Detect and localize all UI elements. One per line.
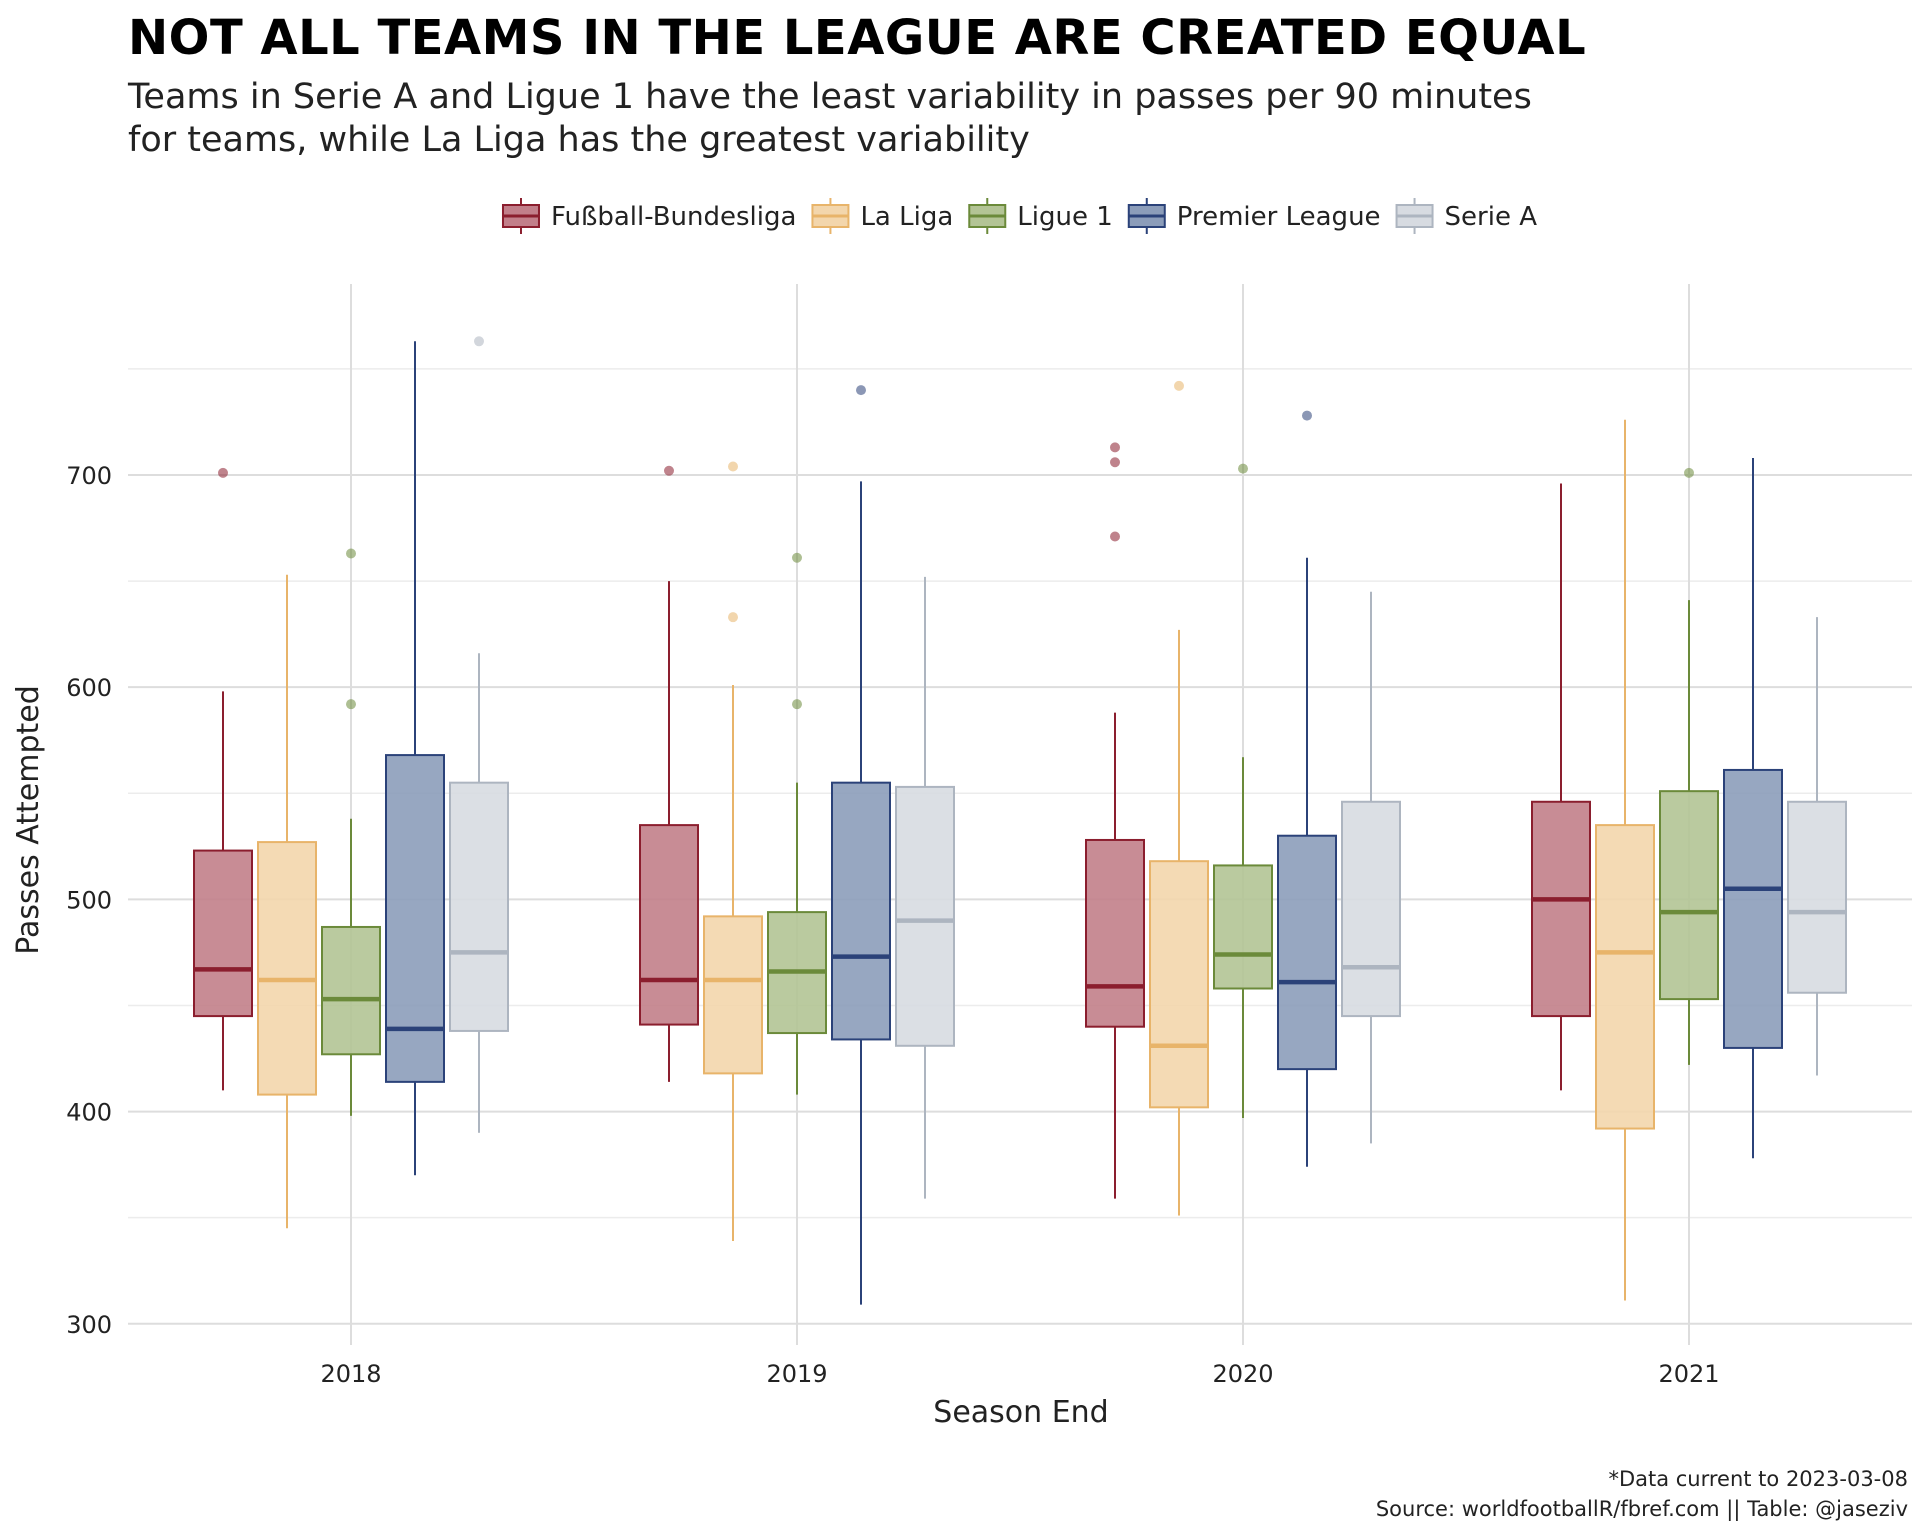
- x-tick-label: 2021: [1658, 1360, 1719, 1388]
- outlier-point: [792, 552, 802, 563]
- outlier-point: [346, 699, 356, 710]
- box: [1659, 790, 1719, 1001]
- box: [1787, 800, 1847, 994]
- x-tick-label: 2018: [320, 1360, 381, 1388]
- x-axis-title: Season End: [933, 1395, 1108, 1430]
- outlier-point: [728, 612, 738, 623]
- outlier-point: [1110, 457, 1120, 468]
- outlier-point: [474, 336, 484, 347]
- axes: Season End Passes Attempted 300 400 500 600…: [11, 462, 1720, 1430]
- box: [639, 824, 699, 1026]
- box: [1149, 860, 1209, 1109]
- legend-item: Ligue 1: [968, 198, 1113, 234]
- x-tick-label: 2019: [766, 1360, 827, 1388]
- y-tick-label: 700: [66, 462, 112, 490]
- chart-title: NOT ALL TEAMS IN THE LEAGUE ARE CREATED …: [128, 10, 1587, 66]
- box: [449, 781, 509, 1032]
- box: [1213, 864, 1273, 990]
- box: [895, 785, 955, 1047]
- outlier-point: [346, 548, 356, 559]
- box: [385, 754, 445, 1083]
- caption-note: *Data current to 2023-03-08: [1608, 1467, 1908, 1491]
- series-la-liga: [257, 380, 1655, 1301]
- box: [1277, 834, 1337, 1071]
- outlier-point: [856, 385, 866, 396]
- outlier-point: [1110, 531, 1120, 542]
- legend: Fußball-Bundesliga La Liga Ligue 1 Premier …: [501, 198, 1538, 234]
- y-axis-title: Passes Attempted: [11, 685, 46, 955]
- box: [1341, 800, 1401, 1018]
- legend-label: Ligue 1: [1017, 202, 1113, 232]
- box: [1531, 800, 1591, 1018]
- legend-item: Premier League: [1127, 198, 1381, 234]
- legend-label: Premier League: [1177, 202, 1381, 232]
- y-tick-label: 500: [66, 886, 112, 914]
- outlier-point: [1302, 410, 1312, 421]
- box-series: [193, 336, 1847, 1305]
- series-serie-a: [449, 336, 1847, 1199]
- box: [193, 849, 253, 1018]
- outlier-point: [664, 465, 674, 476]
- box: [257, 841, 317, 1096]
- series-premier-league: [385, 341, 1783, 1305]
- box: [831, 781, 891, 1041]
- box: [703, 915, 763, 1075]
- series-fu-ball-bundesliga: [193, 442, 1591, 1199]
- outlier-point: [218, 467, 228, 478]
- outlier-point: [1238, 463, 1248, 474]
- outlier-point: [1110, 442, 1120, 453]
- series-ligue-1: [321, 463, 1719, 1118]
- box: [1723, 768, 1783, 1049]
- outlier-point: [792, 699, 802, 710]
- box: [1085, 838, 1145, 1028]
- y-tick-label: 300: [66, 1311, 112, 1339]
- legend-label: Serie A: [1445, 202, 1538, 232]
- y-tick-label: 400: [66, 1099, 112, 1127]
- legend-label: La Liga: [860, 202, 953, 232]
- box: [1595, 824, 1655, 1130]
- caption: *Data current to 2023-03-08 Source: worl…: [1376, 1464, 1908, 1524]
- legend-item: Fußball-Bundesliga: [501, 198, 796, 234]
- legend-label: Fußball-Bundesliga: [551, 202, 796, 232]
- outlier-point: [1174, 380, 1184, 391]
- subtitle-line-1: Teams in Serie A and Ligue 1 have the le…: [128, 77, 1532, 117]
- x-tick-label: 2020: [1212, 1360, 1273, 1388]
- box: [321, 925, 381, 1056]
- legend-item: Serie A: [1395, 198, 1538, 234]
- legend-item: La Liga: [811, 198, 953, 234]
- outlier-point: [728, 461, 738, 472]
- caption-source: Source: worldfootballR/fbref.com || Tabl…: [1375, 1497, 1908, 1521]
- y-tick-label: 600: [66, 674, 112, 702]
- subtitle-line-2: for teams, while La Liga has the greates…: [128, 120, 1030, 160]
- chart-subtitle: Teams in Serie A and Ligue 1 have the le…: [128, 76, 1532, 162]
- outlier-point: [1684, 467, 1694, 478]
